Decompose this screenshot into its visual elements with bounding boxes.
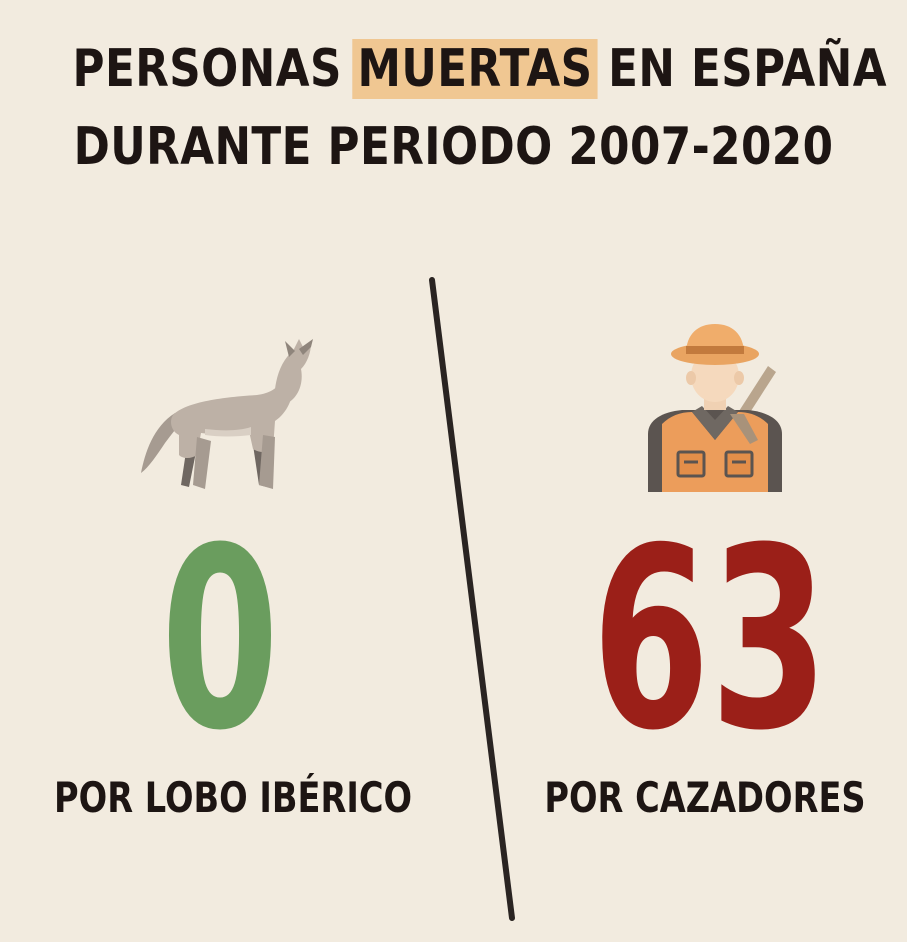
wolf-deaths-value: 0: [160, 494, 280, 785]
title-highlight: MUERTAS: [352, 39, 598, 99]
hunter-deaths-label: POR CAZADORES: [544, 773, 866, 822]
hunter-deaths-value: 63: [591, 494, 829, 785]
title-text-before: PERSONAS: [72, 39, 358, 99]
title-line-2: DURANTE PERIODO 2007-2020: [73, 117, 834, 177]
page-title: PERSONAS MUERTAS EN ESPAÑA DURANTE PERIO…: [0, 30, 907, 186]
wolf-deaths-label: POR LOBO IBÉRICO: [54, 773, 413, 822]
title-line-1: PERSONAS MUERTAS EN ESPAÑA: [72, 30, 887, 108]
hunter-icon: [648, 324, 782, 492]
title-text-after: EN ESPAÑA: [592, 39, 887, 99]
wolf-icon: [141, 339, 313, 489]
